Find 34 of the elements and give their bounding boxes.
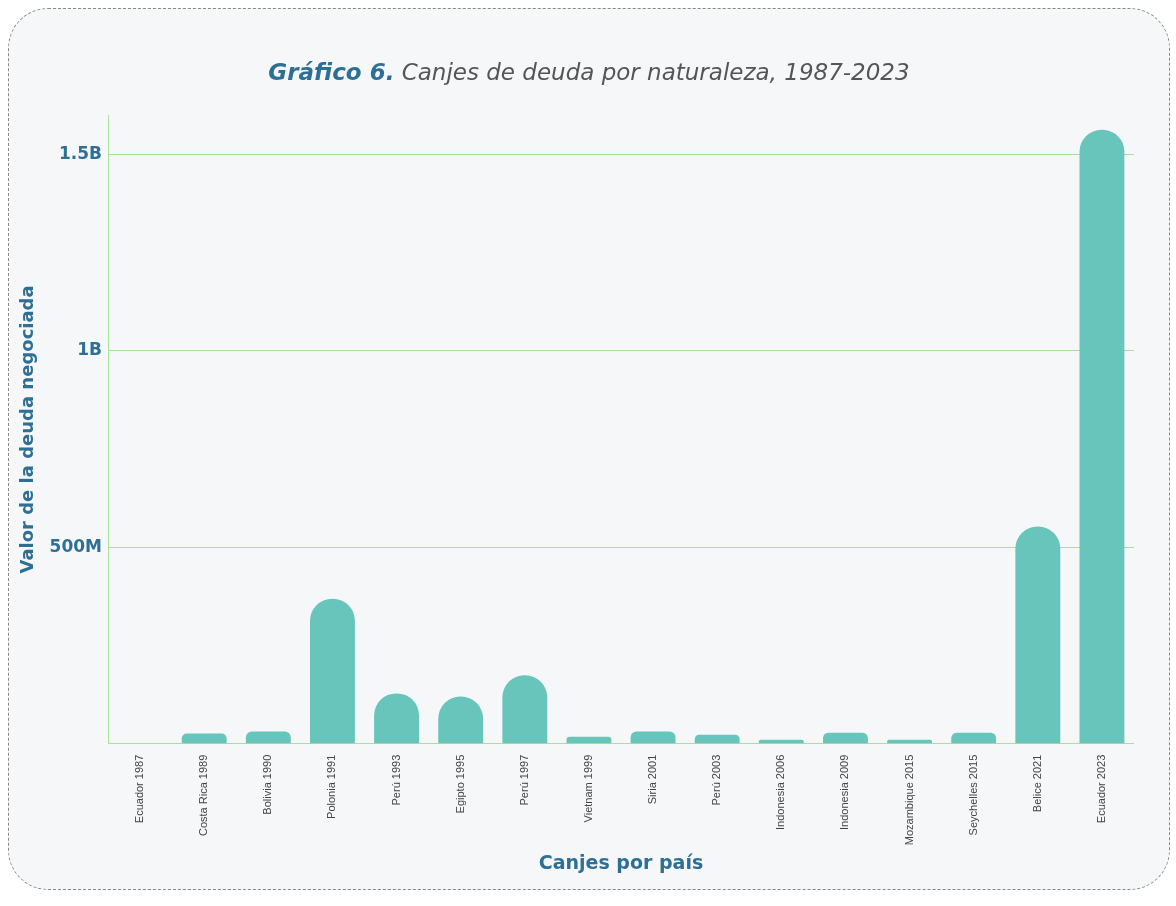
bar: [181, 733, 227, 744]
bar: [630, 731, 676, 744]
bar: [951, 732, 997, 744]
x-tick-label: Polonia 1991: [325, 754, 338, 819]
bar: [566, 736, 612, 744]
x-tick-label: Siria 2001: [646, 754, 659, 805]
chart-title: Gráfico 6.: [268, 59, 395, 85]
x-tick-label: Indonesia 2009: [838, 754, 851, 830]
x-tick-label: Perú 2003: [710, 754, 723, 806]
x-tick-label: Ecuador 1987: [133, 754, 146, 824]
bar: [694, 734, 740, 744]
x-tick-label: Indonesia 2006: [774, 754, 787, 830]
y-axis-title: Valor de la deuda negociada: [16, 285, 38, 574]
x-tick-label: Mozambique 2015: [902, 754, 915, 846]
x-tick-label: Vietnam 1999: [581, 754, 594, 823]
bar: [1015, 526, 1061, 744]
y-tick-label: 1.5B: [58, 142, 102, 163]
y-tick-label: 1B: [77, 339, 102, 360]
bar: [245, 731, 291, 744]
x-tick-label: Perú 1993: [389, 754, 402, 806]
x-tick-label: Perú 1997: [517, 754, 530, 806]
x-tick-label: Ecuador 2023: [1094, 754, 1107, 824]
x-axis-title: Canjes por país: [538, 850, 704, 873]
x-tick-label: Costa Rica 1989: [197, 754, 210, 837]
bar: [1079, 129, 1125, 744]
chart-subtitle: Canjes de deuda por naturaleza, 1987-2023: [401, 59, 910, 85]
bar: [823, 732, 868, 744]
x-tick-label: Seychelles 2015: [966, 754, 979, 836]
y-tick-label: 500M: [49, 535, 102, 556]
bar: [502, 675, 548, 744]
x-tick-label: Bolivia 1990: [261, 754, 274, 815]
x-tick-label: Egipto 1995: [453, 754, 466, 814]
x-tick-label: Belice 2021: [1030, 754, 1043, 813]
bar: [310, 598, 355, 744]
